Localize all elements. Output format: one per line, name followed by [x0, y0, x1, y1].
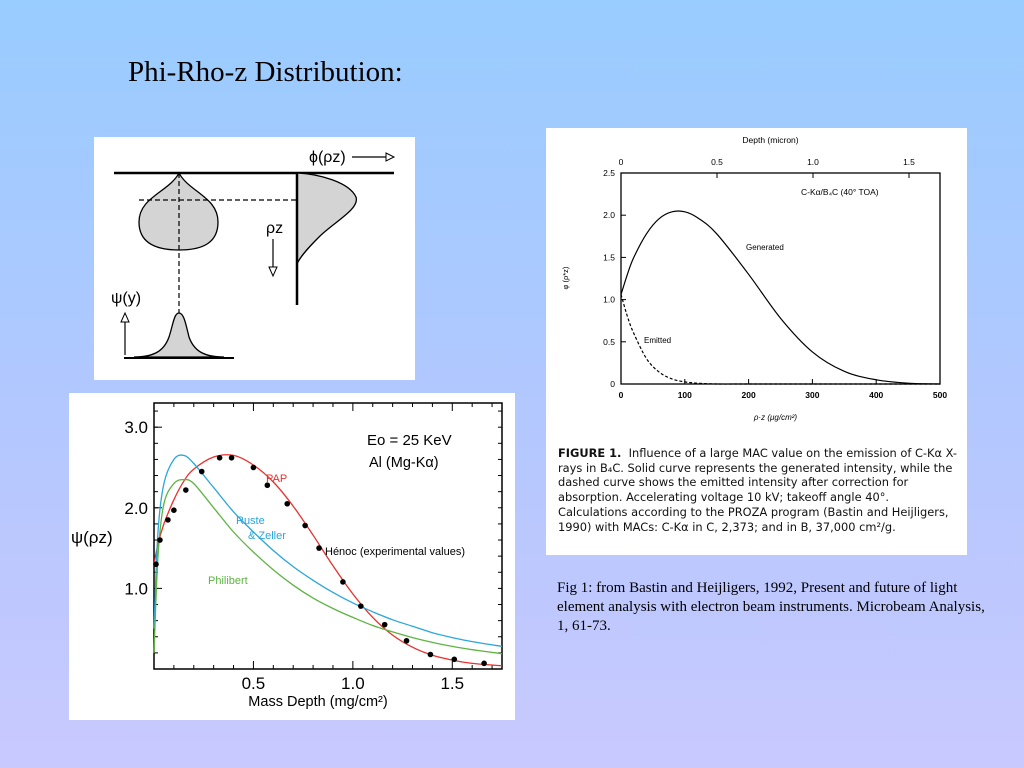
series-line-generated [620, 210, 941, 385]
figure1-panel: Depth (micron) 0 0.5 1.0 1.5 0 100 200 300 400 500… [546, 128, 967, 555]
x-axis-label: ρ·z (μg/cm²) [753, 413, 798, 422]
top-axis-label: Depth (micron) [742, 135, 798, 145]
x-tick-label: 1.0 [341, 674, 365, 693]
y-tick-label: 0 [610, 379, 615, 389]
psi-label: ψ(y) [111, 290, 141, 307]
series-label-generated: Generated [746, 243, 784, 252]
x-tick-label: 400 [869, 390, 883, 400]
y-tick-label: 2.0 [124, 499, 148, 518]
y-axis-label: ψ(ρz) [71, 528, 113, 547]
x-tick-label: 0.5 [242, 674, 266, 693]
experimental-point [284, 500, 291, 507]
experimental-point [403, 637, 410, 644]
plot-frame [153, 402, 503, 670]
figure1-caption: FIGURE 1. Influence of a large MAC value… [558, 446, 960, 534]
plot-frame [620, 172, 941, 385]
x-tick-label: 200 [742, 390, 756, 400]
experimental-point [427, 651, 434, 658]
series-line-pap [153, 454, 503, 667]
experimental-point [153, 561, 159, 568]
energy-annotation: Eo = 25 KeV [367, 432, 452, 449]
psi-distribution-curve [133, 312, 225, 358]
series-label-emitted: Emitted [644, 336, 671, 345]
experimental-point [171, 507, 177, 514]
mass-depth-panel: 0.5 1.0 1.5 1.0 2.0 3.0 Mass Depth (mg/cm²) ψ(ρ… [69, 393, 515, 720]
x-tick-label: 100 [678, 390, 692, 400]
x-tick-label: 300 [805, 390, 819, 400]
x-tick-label: 0 [619, 390, 624, 400]
y-tick-label: 1.0 [603, 295, 615, 305]
series-label-pap: PAP [266, 473, 287, 485]
phi-rho-z-diagram: ϕ(ρz) ρz ψ(y) [94, 137, 415, 380]
series-line-ruste-zeller [153, 454, 503, 648]
experimental-point [358, 603, 364, 609]
figure-source-caption: Fig 1: from Bastin and Heijligers, 1992,… [557, 580, 985, 634]
slide-title: Phi-Rho-z Distribution: [128, 56, 403, 88]
experimental-point [183, 487, 189, 493]
chart-title: C-Kα/B₄C (40° TOA) [801, 187, 879, 197]
experimental-point [451, 656, 458, 663]
experimental-point [228, 455, 235, 461]
x-axis-label: Mass Depth (mg/cm²) [248, 694, 387, 710]
points-label-henoc: Hénoc (experimental values) [325, 546, 465, 558]
series-line-philibert [153, 478, 503, 655]
experimental-point [481, 660, 487, 667]
experimental-point [340, 579, 346, 585]
series-label-philibert: Philibert [208, 575, 248, 587]
phi-label: ϕ(ρz) [309, 149, 346, 166]
experimental-point [381, 621, 388, 628]
top-tick-label: 1.0 [807, 157, 819, 167]
figure1-caption-text: Influence of a large MAC value on the em… [558, 446, 957, 534]
x-tick-label: 500 [933, 390, 947, 400]
figure1-label: FIGURE 1. [558, 446, 622, 460]
y-tick-label: 2.5 [603, 168, 615, 178]
experimental-point [165, 517, 171, 523]
series-label-zeller: & Zeller [248, 530, 286, 542]
y-tick-label: 1.5 [603, 252, 615, 262]
mass-depth-chart: 0.5 1.0 1.5 1.0 2.0 3.0 Mass Depth (mg/cm²) ψ(ρ… [71, 402, 503, 710]
x-tick-label: 1.5 [440, 674, 464, 693]
series-label-ruste: Ruste [236, 515, 265, 527]
experimental-point [302, 522, 308, 529]
series-line-emitted [620, 294, 940, 385]
top-tick-label: 0.5 [711, 157, 723, 167]
top-tick-label: 1.5 [903, 157, 915, 167]
y-axis-label: φ (ρ*z) [561, 266, 570, 289]
line-annotation: Al (Mg-Kα) [369, 455, 439, 471]
experimental-point [157, 537, 163, 543]
phi-distribution-curve [296, 172, 357, 265]
y-tick-label: 3.0 [124, 418, 148, 437]
y-tick-label: 2.0 [603, 210, 615, 220]
figure1-chart: Depth (micron) 0 0.5 1.0 1.5 0 100 200 300 400 500… [561, 135, 947, 422]
experimental-point [216, 455, 223, 461]
y-tick-label: 0.5 [603, 337, 615, 347]
top-tick-label: 0 [619, 157, 624, 167]
experimental-point [198, 468, 205, 475]
experimental-point [316, 545, 322, 551]
rhoz-label: ρz [266, 220, 283, 237]
experimental-point [264, 482, 271, 489]
experimental-point [250, 464, 257, 471]
y-tick-label: 1.0 [124, 579, 148, 598]
